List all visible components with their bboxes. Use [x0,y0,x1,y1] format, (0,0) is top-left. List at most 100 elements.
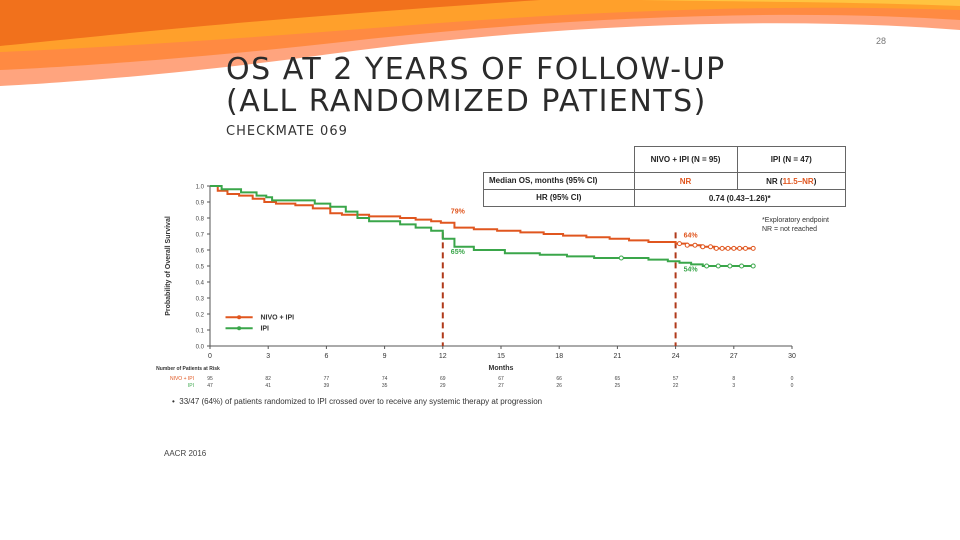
risk-value: 67 [498,376,504,382]
risk-value: 39 [324,383,330,389]
censor-mark [742,245,748,251]
legend-marker [237,326,242,331]
source-citation: AACR 2016 [164,449,207,458]
table-row-hr: HR (95% CI) 0.74 (0.43–1.26)* [483,189,846,207]
table-corner-cell [483,146,635,173]
risk-value: 74 [382,376,388,382]
censor-mark [731,245,737,251]
risk-value: 82 [265,376,271,382]
risk-value: 77 [324,376,330,382]
table-header-row: NIVO + IPI (N = 95) IPI (N = 47) [483,146,846,173]
risk-value: 26 [556,383,562,389]
x-tick-label: 3 [266,353,270,360]
risk-value: 47 [207,383,213,389]
y-tick-label: 0.6 [196,249,205,255]
censor-mark [739,263,745,269]
risk-value: 65 [615,376,621,382]
x-tick-label: 6 [324,353,328,360]
risk-value: 35 [382,383,388,389]
censor-mark [704,263,710,269]
risk-value: 0 [791,383,794,389]
censor-mark [700,244,706,250]
ipi-median-prefix: NR ( [766,176,783,186]
table-header-ipi: IPI (N = 47) [736,146,846,173]
x-tick-label: 30 [788,353,796,360]
x-tick-label: 27 [730,353,738,360]
y-tick-label: 0.5 [196,265,205,271]
ipi-median-range: 11.5–NR [782,176,814,186]
os-summary-table: NIVO + IPI (N = 95) IPI (N = 47) Median … [483,146,846,207]
risk-value: 95 [207,376,213,382]
y-tick-label: 0.8 [196,217,205,223]
y-tick-label: 0.7 [196,233,205,239]
bullet-text: 33/47 (64%) of patients randomized to IP… [179,397,543,406]
slide-title-line-2: (ALL RANDOMIZED PATIENTS) [226,84,707,119]
y-tick-label: 0.4 [196,281,205,287]
censor-mark [750,245,756,251]
slide-title: OS AT 2 YEARS OF FOLLOW-UP (ALL RANDOMIZ… [226,54,726,118]
slide-number: 28 [876,36,887,46]
x-tick-label: 0 [208,353,212,360]
y-tick-label: 0.9 [196,201,205,207]
x-tick-label: 24 [672,353,680,360]
censor-mark [618,255,624,261]
risk-value: 66 [556,376,562,382]
x-tick-label: 9 [383,353,387,360]
risk-value: 25 [615,383,621,389]
slide-subtitle: CHECKMATE 069 [226,124,348,139]
censor-mark [684,242,690,248]
footnote-line-2: NR = not reached [762,226,818,233]
risk-value: 41 [265,383,271,389]
censor-mark [708,244,714,250]
y-axis-label: Probability of Overall Survival [165,216,172,316]
risk-row-label: NIVO + IPI [170,376,194,382]
table-cell-hr: 0.74 (0.43–1.26)* [633,189,846,207]
footnote: *Exploratory endpoint NR = not reached [762,216,852,234]
x-axis-label: Months [489,365,514,372]
slide-title-line-1: OS AT 2 YEARS OF FOLLOW-UP [226,52,726,87]
y-tick-label: 0.2 [196,313,205,319]
y-tick-label: 1.0 [196,185,205,191]
bullet-point: • 33/47 (64%) of patients randomized to … [172,397,543,406]
legend-marker [237,315,242,320]
series-line-ipi [210,185,754,267]
risk-value: 57 [673,376,679,382]
table-header-nivo-ipi: NIVO + IPI (N = 95) [633,146,738,173]
data-label: 79% [451,209,466,216]
y-tick-label: 0.3 [196,297,205,303]
risk-row-label: IPI [188,383,194,389]
legend-label: NIVO + IPI [260,315,294,322]
y-tick-label: 0.0 [196,345,205,351]
x-tick-label: 15 [497,353,505,360]
x-tick-label: 18 [555,353,563,360]
x-tick-label: 21 [614,353,622,360]
censor-mark [692,242,698,248]
censor-mark [737,245,743,251]
censor-mark [750,263,756,269]
footnote-line-1: *Exploratory endpoint [762,217,829,224]
data-label: 64% [684,233,699,240]
risk-value: 27 [498,383,504,389]
censor-mark [713,245,719,251]
x-tick-label: 12 [439,353,447,360]
ipi-median-suffix: ) [813,176,817,186]
corner-flourish [0,0,960,86]
risk-value: 3 [732,383,735,389]
data-label: 65% [451,249,466,256]
km-survival-chart: 0.00.10.20.30.40.50.60.70.80.91.00 3 6 9 12 1… [156,185,796,390]
data-label: 54% [684,267,699,274]
risk-value: 29 [440,383,446,389]
legend-label: IPI [260,326,269,333]
censor-mark [719,245,725,251]
y-tick-label: 0.1 [196,329,205,335]
risk-value: 0 [791,376,794,382]
censor-mark [715,263,721,269]
censor-mark [727,263,733,269]
risk-value: 8 [732,376,735,382]
series-line-nivo-ipi [210,185,754,250]
risk-table-title: Number of Patients at Risk [156,366,220,372]
censor-mark [725,245,731,251]
risk-value: 69 [440,376,446,382]
risk-value: 22 [673,383,679,389]
censor-mark [676,241,682,247]
